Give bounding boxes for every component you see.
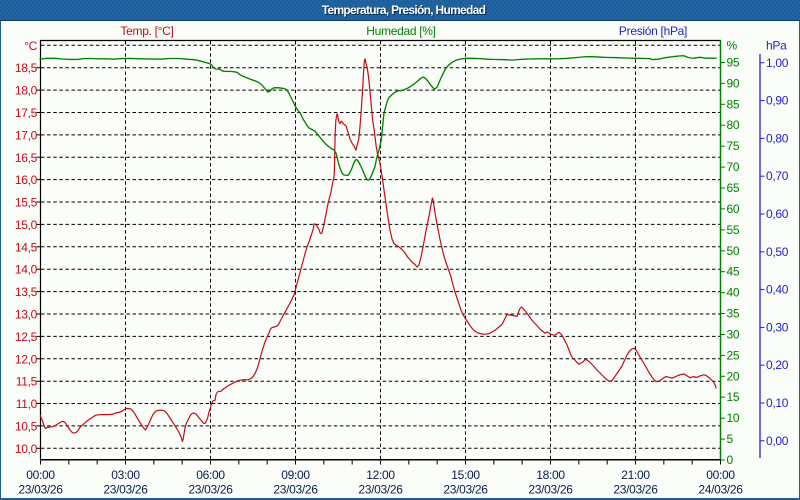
svg-text:75: 75 — [727, 139, 740, 153]
svg-text:55: 55 — [727, 223, 740, 237]
svg-text:60: 60 — [727, 202, 740, 216]
svg-text:0: 0 — [727, 453, 734, 467]
svg-text:0,90: 0,90 — [766, 94, 789, 108]
svg-text:15: 15 — [727, 390, 740, 404]
svg-text:12,5: 12,5 — [15, 330, 38, 344]
svg-text:23/03/26: 23/03/26 — [443, 483, 488, 497]
svg-text:0,40: 0,40 — [766, 283, 789, 297]
svg-text:23/03/26: 23/03/26 — [528, 483, 573, 497]
svg-text:%: % — [727, 38, 738, 52]
svg-text:30: 30 — [727, 328, 740, 342]
svg-text:21:00: 21:00 — [621, 468, 650, 482]
svg-text:50: 50 — [727, 244, 740, 258]
svg-text:0,70: 0,70 — [766, 169, 789, 183]
svg-text:15,5: 15,5 — [15, 196, 38, 210]
svg-text:°C: °C — [24, 39, 37, 53]
svg-text:18,5: 18,5 — [15, 61, 38, 75]
svg-text:0,60: 0,60 — [766, 207, 789, 221]
svg-text:23/03/26: 23/03/26 — [613, 483, 658, 497]
svg-text:35: 35 — [727, 307, 740, 321]
svg-text:24/03/26: 24/03/26 — [698, 483, 743, 497]
svg-text:23/03/26: 23/03/26 — [273, 483, 318, 497]
svg-text:hPa: hPa — [766, 38, 787, 52]
svg-text:0,50: 0,50 — [766, 245, 789, 259]
svg-text:00:00: 00:00 — [706, 468, 735, 482]
svg-text:11,5: 11,5 — [16, 375, 38, 389]
svg-text:10,0: 10,0 — [15, 442, 38, 456]
svg-text:14,5: 14,5 — [15, 240, 38, 254]
svg-text:15:00: 15:00 — [451, 468, 480, 482]
svg-text:13,5: 13,5 — [15, 285, 38, 299]
svg-text:40: 40 — [727, 286, 740, 300]
svg-text:09:00: 09:00 — [281, 468, 310, 482]
svg-text:10: 10 — [727, 411, 740, 425]
svg-text:23/03/26: 23/03/26 — [103, 483, 148, 497]
svg-text:0,00: 0,00 — [766, 434, 789, 448]
svg-text:12,0: 12,0 — [15, 352, 38, 366]
svg-text:15,0: 15,0 — [15, 218, 38, 232]
svg-text:95: 95 — [727, 56, 740, 70]
svg-text:1,00: 1,00 — [766, 56, 789, 70]
svg-text:11,0: 11,0 — [16, 397, 38, 411]
svg-text:23/03/26: 23/03/26 — [358, 483, 403, 497]
svg-text:65: 65 — [727, 181, 740, 195]
svg-text:18:00: 18:00 — [536, 468, 565, 482]
svg-text:13,0: 13,0 — [15, 308, 38, 322]
svg-text:14,0: 14,0 — [15, 263, 38, 277]
svg-text:12:00: 12:00 — [366, 468, 395, 482]
svg-text:25: 25 — [727, 348, 740, 362]
svg-text:0,30: 0,30 — [766, 320, 789, 334]
svg-text:23/03/26: 23/03/26 — [188, 483, 233, 497]
svg-text:80: 80 — [727, 118, 740, 132]
svg-text:70: 70 — [727, 160, 740, 174]
svg-text:03:00: 03:00 — [111, 468, 140, 482]
svg-text:06:00: 06:00 — [196, 468, 225, 482]
svg-text:18,0: 18,0 — [15, 84, 38, 98]
svg-text:0,20: 0,20 — [766, 358, 789, 372]
svg-text:0,10: 0,10 — [766, 396, 789, 410]
svg-text:0,80: 0,80 — [766, 131, 789, 145]
svg-text:85: 85 — [727, 97, 740, 111]
svg-text:20: 20 — [727, 369, 740, 383]
svg-text:17,5: 17,5 — [15, 106, 38, 120]
svg-text:5: 5 — [727, 432, 734, 446]
svg-text:10,5: 10,5 — [15, 419, 38, 433]
svg-text:00:00: 00:00 — [26, 468, 55, 482]
svg-text:16,0: 16,0 — [15, 173, 38, 187]
svg-text:45: 45 — [727, 265, 740, 279]
svg-text:90: 90 — [727, 76, 740, 90]
svg-text:17,0: 17,0 — [15, 128, 38, 142]
svg-text:16,5: 16,5 — [15, 151, 38, 165]
svg-text:23/03/26: 23/03/26 — [18, 483, 63, 497]
